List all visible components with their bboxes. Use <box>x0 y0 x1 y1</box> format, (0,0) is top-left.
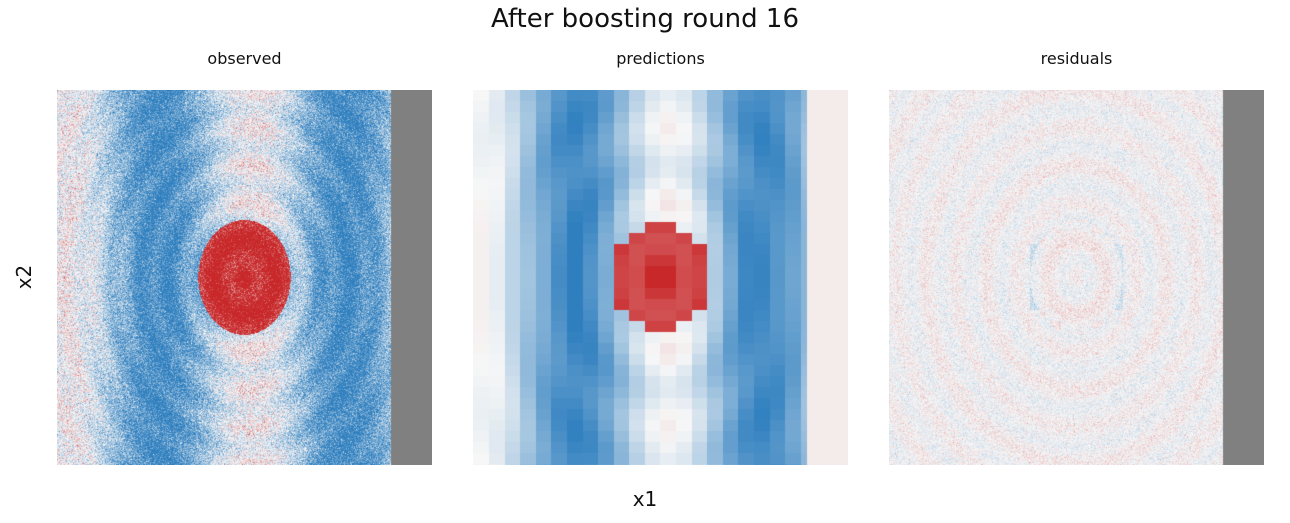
figure-title: After boosting round 16 <box>490 4 800 34</box>
panel-title-predictions: predictions <box>616 49 705 68</box>
panel-title-residuals: residuals <box>1040 49 1113 68</box>
heatmap-predictions <box>473 90 848 465</box>
y-axis-label: x2 <box>12 264 36 290</box>
heatmap-observed <box>57 90 432 465</box>
x-axis-label: x1 <box>632 487 658 511</box>
heatmap-observed-canvas <box>57 90 432 465</box>
panel-title-observed: observed <box>207 49 282 68</box>
heatmap-residuals-canvas <box>889 90 1264 465</box>
heatmap-predictions-canvas <box>473 90 848 465</box>
heatmap-residuals <box>889 90 1264 465</box>
